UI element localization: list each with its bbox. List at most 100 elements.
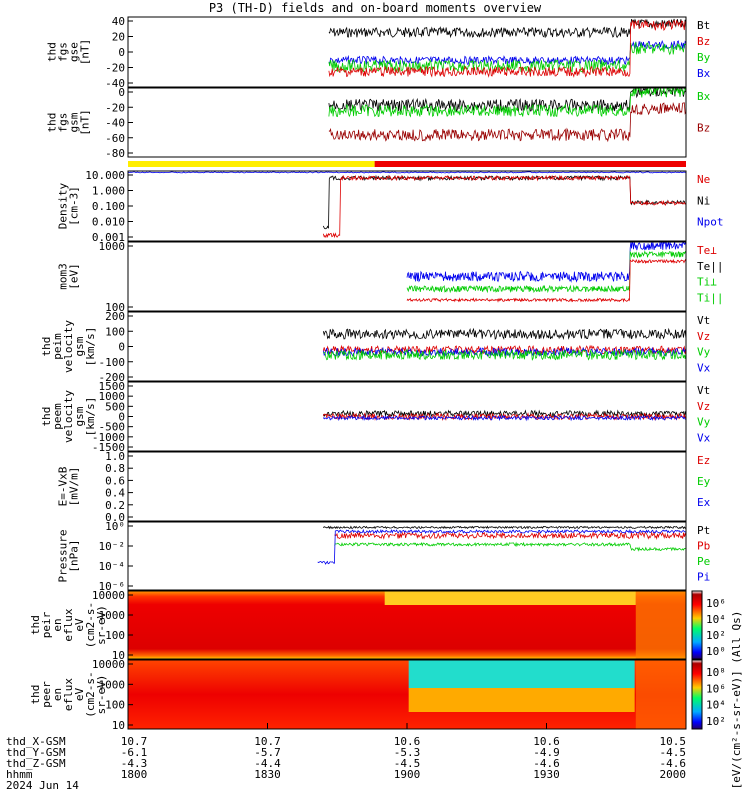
y-axis-label: gse xyxy=(68,42,81,62)
legend-entry: Te|| xyxy=(697,260,724,273)
legend-entry: Vt xyxy=(697,314,710,327)
legend-entry: Vx xyxy=(697,361,711,374)
y-tick-label: 0 xyxy=(118,341,125,354)
legend-entry: Pb xyxy=(697,540,710,553)
pb-trace xyxy=(334,531,687,540)
electron-spectrogram-band xyxy=(408,688,635,712)
legend-entry: Bx xyxy=(697,67,711,80)
x-tick-label: 1830 xyxy=(254,768,281,781)
y-tick-label: 10 xyxy=(112,649,125,662)
panel-frame xyxy=(127,311,687,382)
y-tick-label: 1.0 xyxy=(105,450,125,463)
by-trace xyxy=(328,41,687,74)
y-axis-label: en xyxy=(51,618,64,631)
y-axis-label: [km/s] xyxy=(84,327,97,367)
legend-entry: Pe xyxy=(697,555,710,568)
npot-trace xyxy=(127,171,687,174)
y-tick-label: 0 xyxy=(118,411,125,424)
panel-frame xyxy=(127,87,687,158)
ti-par-trace xyxy=(406,240,687,283)
y-tick-label: 200 xyxy=(105,310,125,323)
y-axis-label: (cm2-s- xyxy=(84,671,97,717)
legend-entry: Ne xyxy=(697,173,710,186)
y-axis-label: fgs xyxy=(57,113,70,133)
y-axis-label: (cm2-s- xyxy=(84,602,97,648)
legend-entry: Ey xyxy=(697,475,711,488)
y-axis-label: eflux xyxy=(62,608,75,641)
x-tick-label: -4.6 xyxy=(660,757,687,770)
y-axis-label: [nPa] xyxy=(68,539,81,572)
y-axis-label: thd xyxy=(40,337,53,357)
x-tick-label: 1930 xyxy=(533,768,560,781)
y-tick-label: -20 xyxy=(105,62,125,75)
y-tick-label: 0.4 xyxy=(105,487,125,500)
bz-gsm-trace xyxy=(328,102,687,143)
x-tick-label: -4.9 xyxy=(533,746,560,759)
x-tick-label: 1900 xyxy=(394,768,421,781)
y-tick-label: 1000 xyxy=(99,240,126,253)
x-tick-label: -4.4 xyxy=(254,757,281,770)
x-tick-label: -6.1 xyxy=(121,746,148,759)
ti-perp-trace xyxy=(406,250,687,294)
legend-entry: Ti⊥ xyxy=(697,276,717,289)
electron-spectrogram-end xyxy=(635,660,686,729)
legend-entry: By xyxy=(697,51,711,64)
y-tick-label: 10⁻² xyxy=(99,540,126,553)
y-axis-label: [eV] xyxy=(68,263,81,290)
y-tick-label: 20 xyxy=(112,31,125,44)
by-gsm-trace xyxy=(328,86,687,118)
y-axis-label: eV xyxy=(73,618,86,632)
y-axis-label: [cm-3] xyxy=(68,186,81,226)
y-axis-label: [nT] xyxy=(79,39,92,66)
y-axis-label: fgs xyxy=(57,42,70,62)
y-tick-label: 10⁻⁴ xyxy=(99,560,126,573)
legend-entry: Bt xyxy=(697,19,710,32)
y-axis-label: gsm xyxy=(68,112,81,132)
y-axis-label: gsm xyxy=(73,336,86,356)
legend-entry: Vy xyxy=(697,346,711,359)
legend-entry: Pt xyxy=(697,524,710,537)
y-axis-label: [km/s] xyxy=(84,397,97,437)
y-axis-label: en xyxy=(51,688,64,701)
y-tick-label: 1000 xyxy=(99,390,126,403)
colorbar xyxy=(691,659,703,730)
colorbar-tick: 10⁴ xyxy=(706,699,726,712)
legend-entry: Te⊥ xyxy=(697,244,717,257)
x-row-label: 2024 Jun 14 xyxy=(6,779,79,792)
colorbar-tick: 10² xyxy=(706,715,726,728)
y-axis-label: peer xyxy=(40,681,53,708)
y-tick-label: 100 xyxy=(105,325,125,338)
y-tick-label: 1.000 xyxy=(92,185,125,198)
legend-entry: Npot xyxy=(697,216,724,229)
legend-entry: Vt xyxy=(697,384,710,397)
x-tick-label: -4.5 xyxy=(394,757,421,770)
x-tick-label: 10.5 xyxy=(660,735,687,748)
y-tick-label: 0 xyxy=(118,46,125,59)
plot-title: P3 (TH-D) fields and on-board moments ov… xyxy=(208,1,542,15)
y-axis-label: thd xyxy=(29,685,42,705)
y-axis-label: Pressure xyxy=(57,530,70,583)
legend-entry: Ex xyxy=(697,496,711,509)
y-axis-label: [mV/m] xyxy=(68,467,81,507)
panel-frame xyxy=(127,590,687,660)
legend-entry: Bx xyxy=(697,90,711,103)
y-axis-label: Density xyxy=(57,182,70,229)
y-axis-label: peir xyxy=(40,611,53,638)
y-axis-label: gsm xyxy=(73,406,86,426)
x-tick-label: 1800 xyxy=(121,768,148,781)
colorbar-tick: 10⁶ xyxy=(706,682,726,695)
y-axis-label: sr-eV) xyxy=(95,605,108,645)
te-perp-trace xyxy=(406,258,687,303)
y-tick-label: 500 xyxy=(105,400,125,413)
y-axis-label: thd xyxy=(29,615,42,635)
y-axis-label: eV xyxy=(73,688,86,702)
y-axis-label: [nT] xyxy=(79,109,92,136)
x-row-label: thd_Y-GSM xyxy=(6,746,66,759)
y-tick-label: 0.6 xyxy=(105,474,125,487)
ne-trace xyxy=(322,174,687,239)
ion-spectrogram-end xyxy=(635,591,686,659)
x-row-label: hhmm xyxy=(6,768,33,781)
y-tick-label: 0.0 xyxy=(105,511,125,524)
y-axis-label: thd xyxy=(46,113,59,133)
